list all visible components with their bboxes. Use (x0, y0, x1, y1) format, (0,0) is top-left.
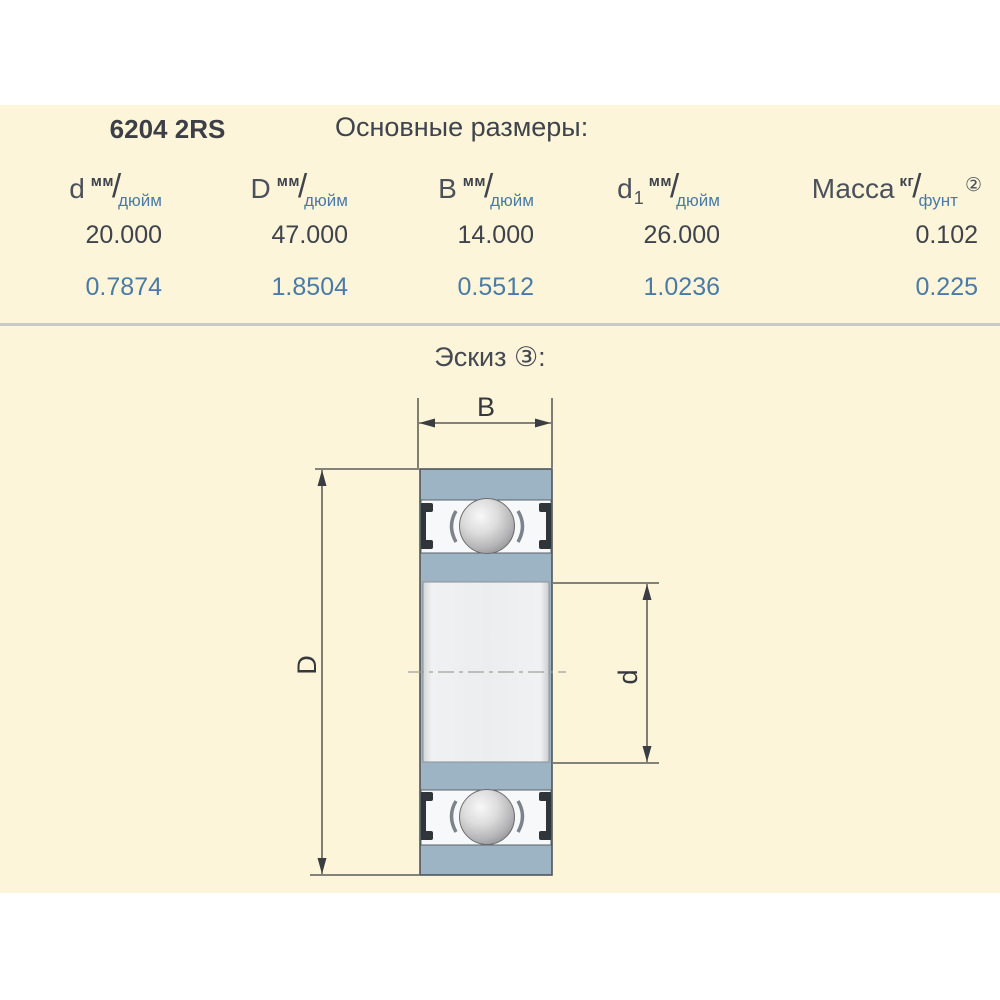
value-D-mm: 47.000 (271, 221, 348, 249)
unit-mm: мм (648, 173, 672, 190)
label-D: D (292, 655, 322, 675)
ball-bottom (459, 789, 515, 845)
dimension-D (310, 468, 419, 876)
arrow-d-top (642, 584, 652, 600)
column-symbol-subscript: 1 (633, 188, 644, 208)
dimension-B (417, 398, 553, 468)
label-B: B (476, 392, 495, 422)
unit-pound: фунт (918, 191, 958, 210)
cage-bottom-right (516, 800, 525, 833)
seal-bottom-right (539, 792, 551, 840)
cage-top-left (449, 510, 458, 543)
unit-inch: дюйм (304, 191, 348, 210)
unit-mm: мм (90, 173, 114, 190)
cage-top-right (516, 510, 525, 543)
unit-slash: / (912, 167, 922, 204)
value-d1-mm: 26.000 (643, 221, 720, 249)
unit-slash: / (483, 167, 494, 204)
unit-slash: / (297, 167, 308, 204)
table-row-mm: 20.000 47.000 14.000 26.000 0.102 (0, 221, 978, 250)
seal-top-left (421, 503, 433, 549)
column-header-mass: Масса кг/фунт ② (720, 167, 982, 224)
unit-kg: кг (899, 173, 915, 190)
section-title: Основные размеры: (335, 112, 589, 142)
seal-top-right (539, 503, 551, 549)
ball-top (459, 498, 515, 554)
column-header-d1: d1мм/дюйм (534, 167, 720, 224)
arrow-d-bottom (642, 746, 652, 762)
value-mass-lb: 0.225 (915, 273, 978, 301)
label-d: d (613, 669, 643, 685)
value-D-inch: 1.8504 (271, 273, 348, 301)
unit-slash: / (111, 167, 122, 204)
section-divider (0, 323, 1000, 326)
column-symbol: d (617, 173, 633, 204)
unit-inch: дюйм (676, 191, 720, 210)
arrow-B-left (419, 418, 435, 428)
value-d-mm: 20.000 (85, 221, 162, 249)
unit-inch: дюйм (118, 191, 162, 210)
arrow-D-top (317, 470, 327, 486)
sketch-title: Эскиз ③: (434, 342, 546, 372)
value-d1-inch: 1.0236 (643, 273, 720, 301)
column-symbol: d (69, 173, 85, 204)
part-number: 6204 2RS (109, 114, 226, 144)
value-d-inch: 0.7874 (85, 273, 162, 301)
dimension-d (553, 582, 659, 764)
column-symbol: Масса (811, 173, 895, 204)
unit-mm: мм (276, 173, 300, 190)
cage-bottom-left (449, 800, 458, 833)
seal-bottom-left (421, 792, 433, 840)
value-B-mm: 14.000 (457, 221, 534, 249)
value-mass-kg: 0.102 (915, 221, 978, 249)
unit-mm: мм (462, 173, 486, 190)
unit-slash: / (669, 167, 680, 204)
unit-inch: дюйм (490, 191, 534, 210)
column-header-d: d мм/дюйм (0, 167, 162, 224)
value-B-inch: 0.5512 (457, 273, 534, 301)
column-symbol: D (250, 173, 271, 204)
footnote-2-icon: ② (964, 175, 982, 196)
table-row-inch: 0.7874 1.8504 0.5512 1.0236 0.225 (0, 273, 978, 302)
arrow-B-right (535, 418, 551, 428)
column-symbol: B (438, 173, 457, 204)
arrow-D-bottom (317, 858, 327, 874)
